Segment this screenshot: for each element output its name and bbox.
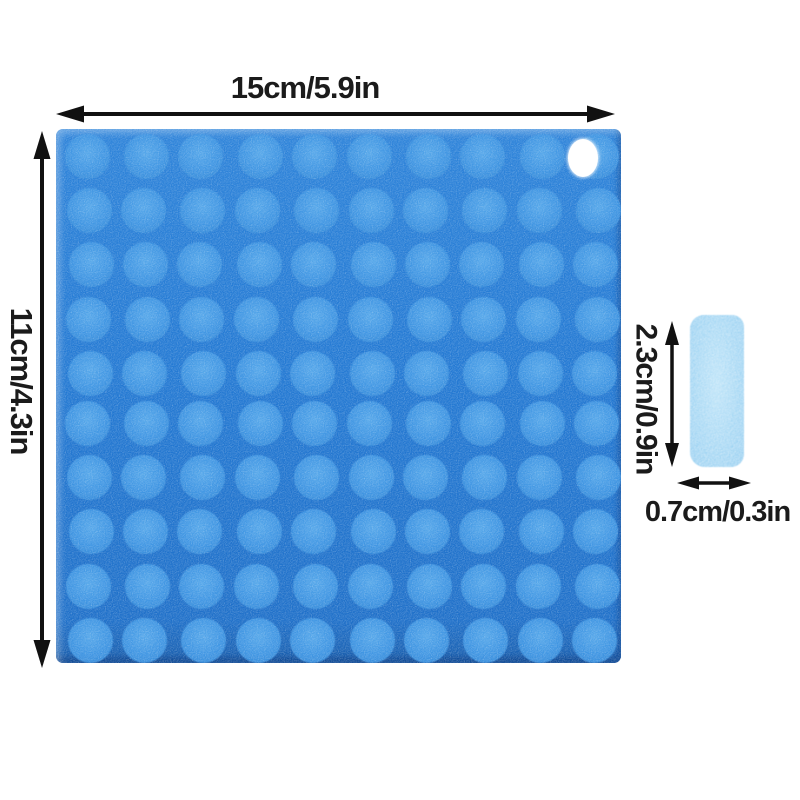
piece-height-arrow xyxy=(665,321,679,467)
piece-width-arrow xyxy=(677,476,751,490)
piece-height-label: 2.3cm/0.9in xyxy=(629,323,663,475)
sponge-piece xyxy=(690,315,744,467)
mat-height-label: 11cm/4.3in xyxy=(4,307,40,455)
silicone-mat xyxy=(56,129,621,663)
mat-texture xyxy=(56,129,621,663)
sponge-texture xyxy=(690,315,744,467)
mat-width-label: 15cm/5.9in xyxy=(230,70,381,105)
piece-width-label: 0.7cm/0.3in xyxy=(644,496,791,528)
hanging-hole xyxy=(568,139,598,177)
mat-width-arrow xyxy=(56,105,615,123)
